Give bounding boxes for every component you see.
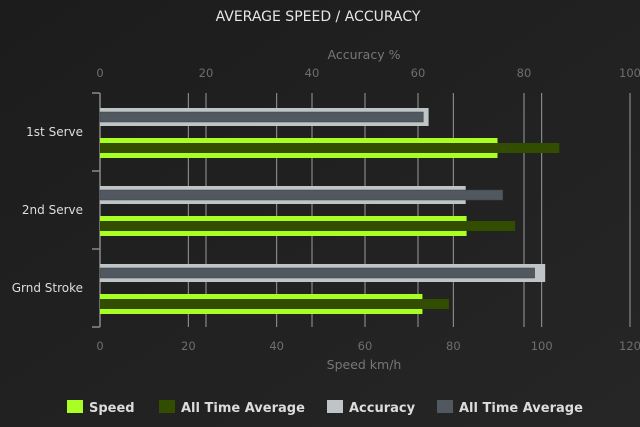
- bar-accuracy-all-time-average: [99, 189, 504, 201]
- bar-accuracy-all-time-average: [99, 111, 424, 123]
- legend-label[interactable]: All Time Average: [459, 401, 583, 416]
- top-tick-label: 20: [199, 66, 214, 80]
- chart-title: AVERAGE SPEED / ACCURACY: [216, 9, 421, 25]
- bottom-tick-label: 100: [531, 339, 553, 353]
- bar-accuracy-all-time-average: [99, 267, 535, 279]
- bottom-tick-label: 20: [181, 339, 196, 353]
- top-tick-label: 60: [411, 66, 426, 80]
- legend-swatch: [437, 400, 453, 413]
- category-label: 2nd Serve: [22, 203, 83, 217]
- top-tick-label: 0: [96, 66, 103, 80]
- bar-speed-all-time-average: [100, 221, 516, 231]
- legend-label[interactable]: All Time Average: [181, 401, 305, 416]
- top-tick-label: 100: [619, 66, 640, 80]
- legend-swatch: [67, 400, 83, 413]
- bottom-tick-label: 120: [619, 339, 640, 353]
- bottom-tick-label: 0: [96, 339, 103, 353]
- top-axis-label: Accuracy %: [328, 47, 401, 62]
- category-label: Grnd Stroke: [12, 281, 83, 295]
- legend-label[interactable]: Speed: [89, 401, 135, 416]
- top-tick-label: 80: [517, 66, 532, 80]
- legend-swatch: [327, 400, 343, 413]
- top-tick-label: 40: [305, 66, 320, 80]
- legend-swatch: [159, 400, 175, 413]
- category-label: 1st Serve: [26, 125, 83, 139]
- bar-speed-all-time-average: [100, 299, 449, 309]
- bar-speed-all-time-average: [100, 143, 560, 153]
- bottom-axis-label: Speed km/h: [327, 357, 402, 372]
- bottom-tick-label: 80: [446, 339, 461, 353]
- bottom-tick-label: 40: [269, 339, 284, 353]
- legend-label[interactable]: Accuracy: [349, 401, 416, 416]
- bottom-tick-label: 60: [358, 339, 373, 353]
